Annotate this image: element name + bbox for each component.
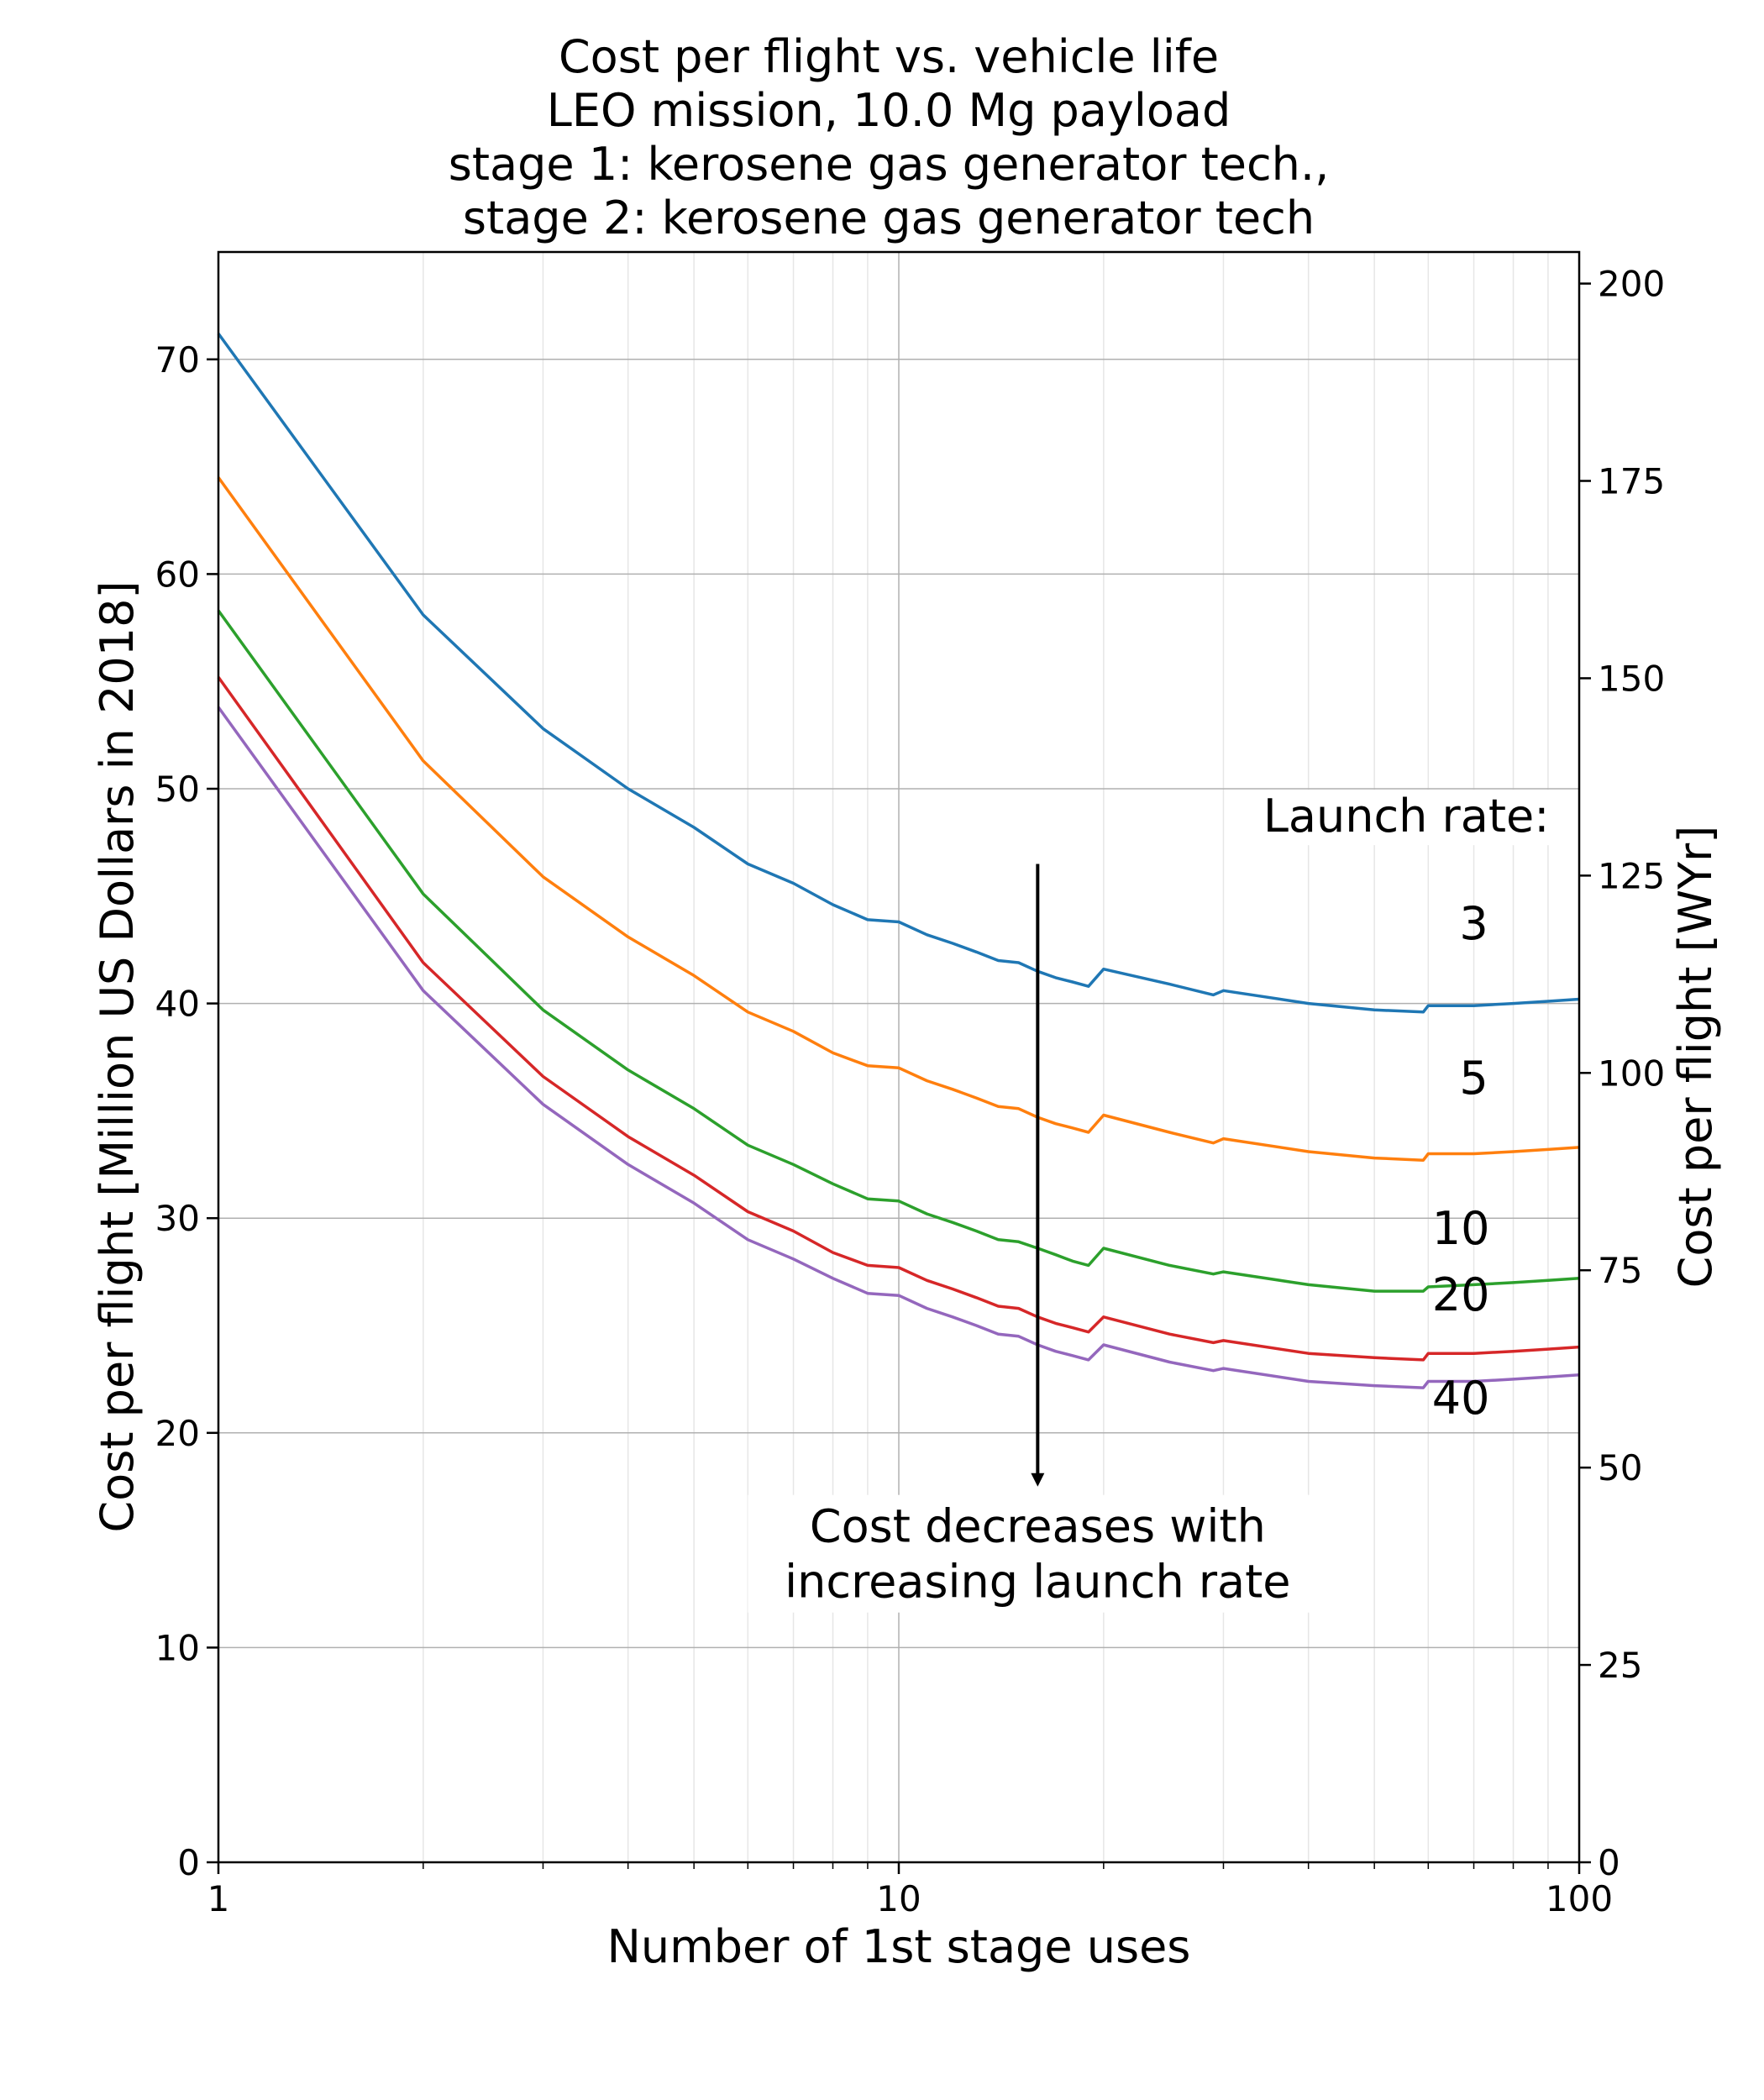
grid-lines xyxy=(218,252,1580,1863)
y2-tick-label: 125 xyxy=(1598,855,1665,896)
legend-title-background xyxy=(1255,790,1558,846)
y-tick-label: 40 xyxy=(155,984,200,1025)
chart-title: Cost per flight vs. vehicle life LEO mis… xyxy=(449,30,1330,244)
arrow-head xyxy=(1031,1473,1045,1487)
launch-rate-title: Launch rate: xyxy=(1263,790,1550,843)
y2-tick-label: 200 xyxy=(1598,264,1665,305)
y2-tick-label: 75 xyxy=(1598,1250,1642,1291)
x-axis-ticks: 1 10 100 xyxy=(207,1862,1613,1919)
y2-tick-label: 150 xyxy=(1598,658,1665,699)
x-tick-label: 1 xyxy=(207,1878,230,1919)
y-tick-label: 70 xyxy=(155,339,200,381)
y-tick-label: 50 xyxy=(155,769,200,810)
y2-tick-label: 0 xyxy=(1598,1842,1620,1883)
y-tick-label: 20 xyxy=(155,1413,200,1454)
launch-rate-label: 20 xyxy=(1432,1268,1490,1321)
launch-rate-label: 40 xyxy=(1432,1372,1490,1425)
launch-rate-labels: 3 5 10 20 40 xyxy=(1432,897,1490,1425)
y2-axis-ticks: 0 25 50 75 100 125 150 175 200 xyxy=(1579,264,1665,1883)
annotations: Cost decreases with increasing launch ra… xyxy=(748,790,1558,1613)
y2-tick-label: 50 xyxy=(1598,1447,1642,1488)
title-line-3: stage 1: kerosene gas generator tech., xyxy=(449,138,1330,191)
y2-axis-label: Cost per flight [WYr] xyxy=(1669,826,1722,1289)
x-tick-label: 100 xyxy=(1546,1878,1613,1919)
arrow-text-line-2: increasing launch rate xyxy=(785,1556,1290,1609)
y2-tick-label: 100 xyxy=(1598,1053,1665,1094)
title-line-2: LEO mission, 10.0 Mg payload xyxy=(547,84,1231,137)
arrow-text-background xyxy=(748,1494,1328,1613)
y-axis-ticks: 0 10 20 30 40 50 60 70 xyxy=(155,339,218,1883)
title-line-1: Cost per flight vs. vehicle life xyxy=(559,30,1219,83)
x-axis-label: Number of 1st stage uses xyxy=(607,1920,1191,1973)
y2-tick-label: 175 xyxy=(1598,461,1665,502)
y-tick-label: 30 xyxy=(155,1198,200,1239)
y2-tick-label: 25 xyxy=(1598,1645,1642,1686)
x-tick-label: 10 xyxy=(876,1878,921,1919)
y-tick-label: 60 xyxy=(155,554,200,595)
launch-rate-label: 3 xyxy=(1459,897,1488,950)
y-axis-label: Cost per flight [Million US Dollars in 2… xyxy=(91,580,144,1532)
y-tick-label: 10 xyxy=(155,1627,200,1668)
y-tick-label: 0 xyxy=(177,1842,200,1883)
launch-rate-label: 10 xyxy=(1432,1202,1490,1255)
arrow-text-line-1: Cost decreases with xyxy=(810,1500,1266,1553)
launch-rate-label: 5 xyxy=(1459,1052,1488,1105)
title-line-4: stage 2: kerosene gas generator tech xyxy=(463,192,1315,244)
